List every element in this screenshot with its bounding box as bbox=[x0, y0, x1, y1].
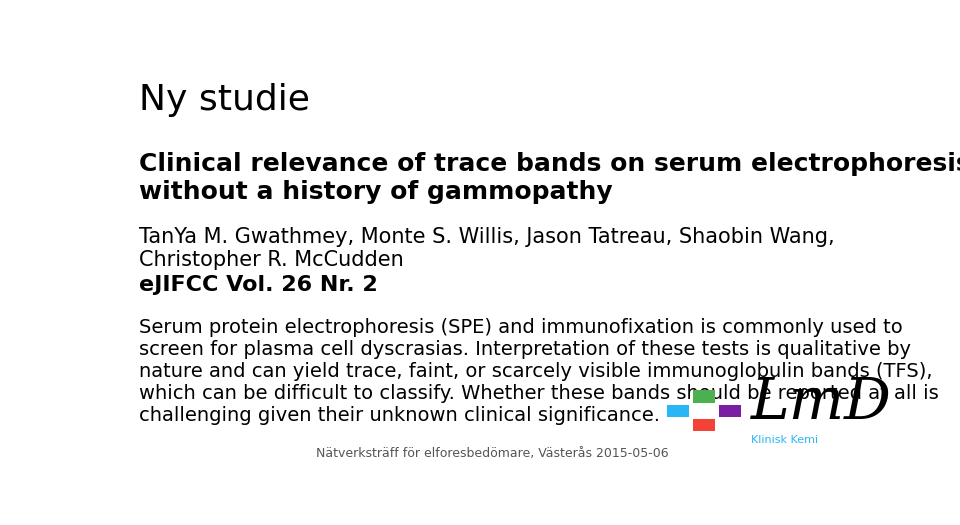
Text: eJIFCC Vol. 26 Nr. 2: eJIFCC Vol. 26 Nr. 2 bbox=[138, 275, 377, 295]
Bar bbox=[667, 405, 689, 417]
Text: Klinisk Kemi: Klinisk Kemi bbox=[751, 435, 818, 445]
Text: Serum protein electrophoresis (SPE) and immunofixation is commonly used to
scree: Serum protein electrophoresis (SPE) and … bbox=[138, 318, 938, 425]
Text: LmD: LmD bbox=[751, 375, 892, 432]
Bar bbox=[719, 405, 741, 417]
Text: TanYa M. Gwathmey, Monte S. Willis, Jason Tatreau, Shaobin Wang,
Christopher R. : TanYa M. Gwathmey, Monte S. Willis, Jaso… bbox=[138, 227, 834, 270]
Text: Nätverksträff för elforesbedömare, Västerås 2015-05-06: Nätverksträff för elforesbedömare, Väste… bbox=[316, 447, 668, 460]
Text: Clinical relevance of trace bands on serum electrophoresis in patients
without a: Clinical relevance of trace bands on ser… bbox=[138, 152, 960, 204]
Bar bbox=[693, 419, 715, 431]
Text: Ny studie: Ny studie bbox=[138, 83, 309, 117]
Bar bbox=[693, 391, 715, 403]
